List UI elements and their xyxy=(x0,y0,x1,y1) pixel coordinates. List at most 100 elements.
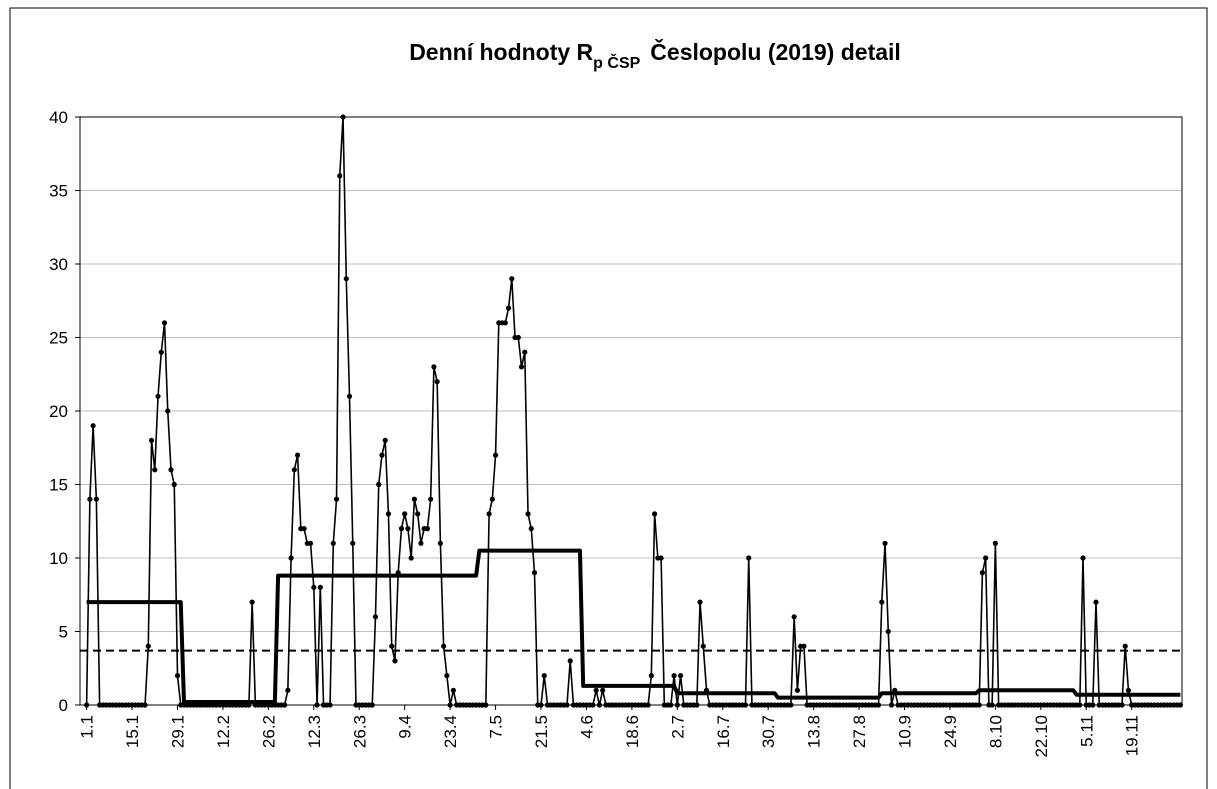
data-point xyxy=(1090,702,1096,708)
data-point xyxy=(882,540,888,546)
y-tick-label: 0 xyxy=(59,696,68,715)
data-point xyxy=(346,393,353,399)
chart-frame xyxy=(9,7,1208,789)
average-line xyxy=(86,548,1181,705)
y-tick-label: 5 xyxy=(59,623,68,642)
data-point xyxy=(385,511,392,517)
y-tick-label: 30 xyxy=(49,255,68,274)
data-point xyxy=(333,496,340,502)
data-point xyxy=(888,702,895,708)
data-point xyxy=(152,467,158,473)
data-point xyxy=(651,511,658,517)
x-tick-label: 12.2 xyxy=(214,715,233,748)
data-point xyxy=(301,526,307,532)
x-tick-label: 1.1 xyxy=(78,715,97,739)
x-tick-label: 2.7 xyxy=(668,715,687,739)
data-point xyxy=(658,555,664,561)
title-rest: Česlopolu (2019) detail xyxy=(650,38,901,65)
data-point xyxy=(992,540,998,546)
data-point xyxy=(674,702,680,708)
data-point xyxy=(376,481,382,488)
data-point xyxy=(564,702,570,708)
data-point xyxy=(330,540,336,546)
x-tick-label: 27.8 xyxy=(850,715,869,748)
data-point xyxy=(518,364,525,370)
data-point xyxy=(1125,687,1132,693)
data-point xyxy=(314,702,320,708)
data-point xyxy=(742,702,749,708)
data-point xyxy=(509,276,515,282)
data-point xyxy=(424,526,431,532)
data-point xyxy=(515,334,521,341)
data-point xyxy=(415,511,421,517)
data-point xyxy=(668,702,674,708)
data-point xyxy=(528,526,534,532)
data-point xyxy=(794,687,801,693)
x-tick-label: 13.8 xyxy=(805,715,824,748)
data-point xyxy=(875,702,882,708)
x-tick-label: 7.5 xyxy=(487,715,506,739)
data-point xyxy=(441,643,447,649)
data-point xyxy=(976,702,982,708)
x-tick-label: 21.5 xyxy=(532,715,551,748)
data-point xyxy=(174,673,181,679)
data-point xyxy=(1080,555,1086,561)
data-point xyxy=(155,393,161,399)
data-point xyxy=(288,555,294,561)
title-main: Denní hodnoty R xyxy=(409,39,593,65)
x-tick-label: 12.3 xyxy=(305,715,324,748)
data-point xyxy=(168,467,174,473)
data-point xyxy=(1119,702,1125,708)
data-point xyxy=(418,540,424,546)
x-tick-label: 22.10 xyxy=(1032,715,1051,758)
data-point xyxy=(697,599,703,605)
data-point xyxy=(350,540,356,546)
data-point xyxy=(1077,702,1083,708)
data-point xyxy=(369,702,375,708)
data-point xyxy=(307,540,314,546)
x-tick-label: 23.4 xyxy=(441,715,460,748)
data-point xyxy=(340,114,346,120)
y-tick-label: 35 xyxy=(49,182,68,201)
data-point xyxy=(171,481,177,488)
data-point xyxy=(249,599,255,605)
data-point xyxy=(337,173,343,179)
data-point xyxy=(596,702,603,708)
data-point xyxy=(437,540,443,546)
data-point xyxy=(444,673,450,679)
x-tick-label: 29.1 xyxy=(168,715,187,748)
data-point xyxy=(1177,702,1183,708)
data-point xyxy=(885,628,891,635)
x-tick-label: 8.10 xyxy=(986,715,1005,748)
title-subscript: p ČSP xyxy=(593,53,640,72)
x-tick-label: 4.6 xyxy=(577,715,596,739)
data-point xyxy=(450,687,456,693)
data-point xyxy=(161,320,168,326)
data-point xyxy=(538,702,544,708)
data-point xyxy=(327,702,333,708)
y-tick-label: 40 xyxy=(49,108,68,127)
data-point xyxy=(389,643,395,649)
data-point xyxy=(525,511,531,517)
data-point xyxy=(317,584,323,591)
x-tick-label: 24.9 xyxy=(941,715,960,748)
data-point xyxy=(382,437,388,443)
x-tick-label: 16.7 xyxy=(714,715,733,748)
data-point xyxy=(486,511,492,517)
data-point xyxy=(434,379,440,385)
data-point xyxy=(411,496,418,502)
data-point xyxy=(879,599,885,605)
data-point xyxy=(648,673,654,679)
data-point xyxy=(567,658,573,664)
data-point xyxy=(87,496,93,502)
data-point xyxy=(489,496,495,502)
x-tick-label: 10.9 xyxy=(896,715,915,748)
data-point xyxy=(165,408,171,414)
data-point xyxy=(700,643,706,649)
data-point xyxy=(402,511,408,517)
data-point xyxy=(531,570,538,576)
y-tick-label: 10 xyxy=(49,549,68,568)
data-point xyxy=(84,702,90,708)
chart-title: Denní hodnoty Rp ČSP Česlopolu (2019) det… xyxy=(409,38,901,72)
